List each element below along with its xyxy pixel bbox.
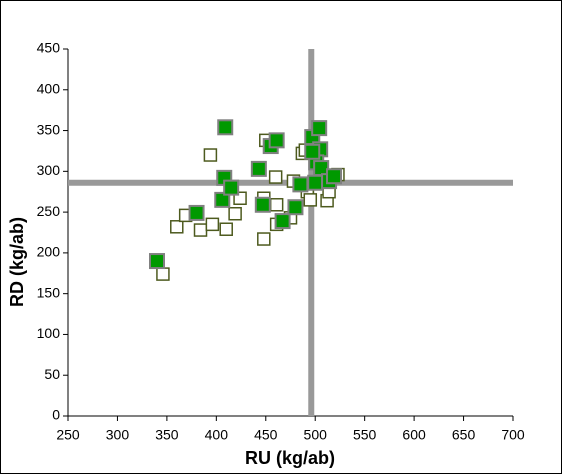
- hollow-marker: [228, 206, 242, 221]
- hollow-marker: [193, 223, 208, 237]
- filled-marker: [149, 253, 165, 270]
- filled-marker: [223, 179, 240, 196]
- hollow-marker: [205, 217, 220, 232]
- y-tick-label: 300: [37, 162, 61, 178]
- hollow-marker: [257, 232, 271, 246]
- x-axis-title: RU (kg/ab): [245, 448, 335, 468]
- hollow-marker: [170, 220, 184, 234]
- hollow-marker: [303, 193, 318, 207]
- y-tick-label: 150: [37, 284, 61, 300]
- filled-marker: [292, 176, 309, 193]
- y-tick-label: 450: [37, 40, 61, 56]
- x-tick-label: 550: [353, 427, 377, 443]
- x-tick-label: 400: [205, 427, 229, 443]
- filled-marker: [254, 196, 271, 213]
- y-tick-label: 250: [37, 203, 61, 219]
- filled-marker: [326, 168, 343, 185]
- y-tick-label: 200: [37, 244, 61, 260]
- hollow-marker: [156, 267, 170, 281]
- x-tick-label: 650: [452, 427, 476, 443]
- filled-marker: [311, 120, 328, 137]
- filled-marker: [274, 213, 291, 230]
- filled-marker: [287, 199, 304, 216]
- hollow-marker: [219, 222, 233, 236]
- hollow-marker: [268, 170, 283, 184]
- y-tick-label: 400: [37, 80, 61, 96]
- hollow-marker: [269, 198, 284, 212]
- filled-marker: [250, 160, 267, 177]
- hollow-marker: [203, 148, 218, 162]
- y-tick-label: 0: [52, 407, 60, 423]
- filled-marker: [307, 174, 324, 191]
- filled-marker: [268, 132, 285, 149]
- x-tick-label: 350: [155, 427, 179, 443]
- filled-marker: [304, 143, 321, 160]
- y-tick-label: 100: [37, 325, 61, 341]
- x-tick-label: 250: [56, 427, 80, 443]
- filled-marker: [217, 119, 234, 136]
- y-tick-label: 50: [44, 366, 60, 382]
- filled-marker: [214, 191, 231, 208]
- y-axis-title: RD (kg/ab): [7, 217, 27, 307]
- x-tick-label: 300: [106, 427, 130, 443]
- x-tick-label: 600: [402, 427, 426, 443]
- x-tick-label: 500: [304, 427, 328, 443]
- x-tick-label: 450: [254, 427, 278, 443]
- y-tick-label: 350: [37, 121, 61, 137]
- x-tick-label: 700: [501, 427, 525, 443]
- filled-marker: [188, 204, 205, 221]
